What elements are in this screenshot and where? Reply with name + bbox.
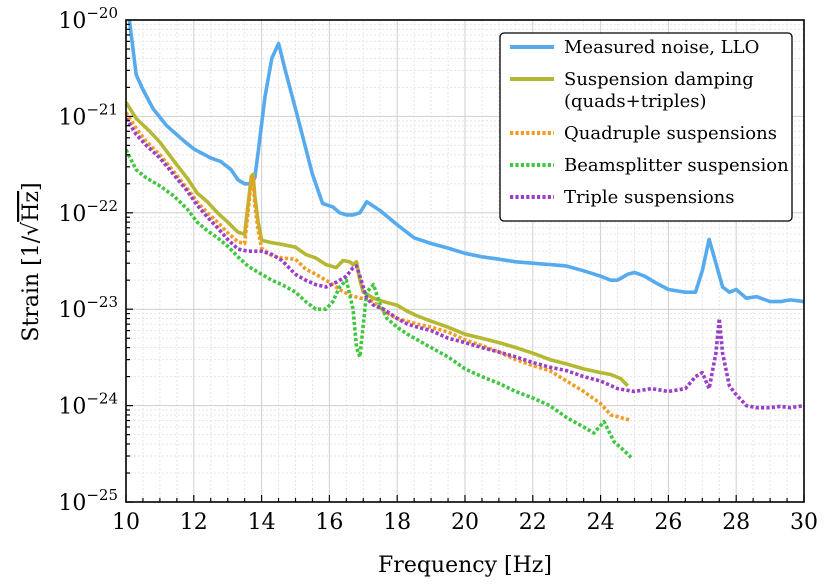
svg-text:Strain [1/√Hz]: Strain [1/√Hz]: [19, 182, 44, 341]
y-axis-label-close-bracket: ]: [19, 182, 44, 191]
series-layer: [126, 20, 804, 459]
y-tick-label: 10−25: [58, 486, 118, 516]
y-axis-label-radical: √: [19, 221, 44, 236]
x-axis-label: Frequency [Hz]: [378, 553, 552, 578]
y-tick-label: 10−22: [58, 197, 118, 227]
y-tick-label: 10−21: [58, 100, 118, 130]
legend-label-3: Beamsplitter suspension: [564, 155, 789, 176]
x-tick-label: 26: [654, 510, 682, 535]
x-tick-label: 14: [248, 510, 276, 535]
legend-label-1: Suspension damping: [564, 69, 754, 90]
x-tick-label: 30: [790, 510, 818, 535]
y-tick-label: 10−24: [58, 390, 118, 420]
legend-label-0: Measured noise, LLO: [564, 37, 759, 58]
x-tick-label: 22: [519, 510, 547, 535]
x-tick-label: 12: [180, 510, 208, 535]
legend: Measured noise, LLO Suspension damping(qu…: [499, 32, 793, 222]
y-tick-label: 10−23: [58, 293, 118, 323]
series-line-0: [127, 20, 804, 304]
y-axis-label-prefix: Strain: [19, 273, 44, 342]
y-axis-label: Strain [1/√Hz]: [19, 182, 44, 341]
y-axis-label-open-bracket: [: [19, 257, 44, 266]
x-tick-label: 10: [112, 510, 140, 535]
series-line-1: [126, 101, 630, 388]
series-line-4: [126, 117, 804, 410]
series-line-3: [126, 148, 633, 459]
x-tick-label: 24: [587, 510, 615, 535]
y-tick-labels: 10−25 10−24 10−23 10−22 10−21 10−20: [58, 4, 118, 516]
y-axis-label-radicand: Hz: [19, 191, 44, 222]
x-tick-labels: 10 12 14 16 18 20 22 24 26 28 30: [112, 510, 818, 535]
series-line-2: [126, 111, 632, 423]
x-tick-label: 18: [383, 510, 411, 535]
axis-ticks: [125, 23, 805, 503]
x-tick-label: 16: [315, 510, 343, 535]
y-tick-label: 10−20: [58, 4, 118, 34]
x-tick-label: 20: [451, 510, 479, 535]
x-tick-label: 28: [722, 510, 750, 535]
grid-lines: [125, 20, 805, 503]
legend-frame: [499, 32, 793, 222]
legend-label-4: Triple suspensions: [564, 187, 735, 208]
y-axis-label-unit-one: 1/: [19, 235, 44, 257]
legend-label-2: Quadruple suspensions: [564, 123, 777, 144]
legend-label-1: (quads+triples): [564, 91, 707, 112]
